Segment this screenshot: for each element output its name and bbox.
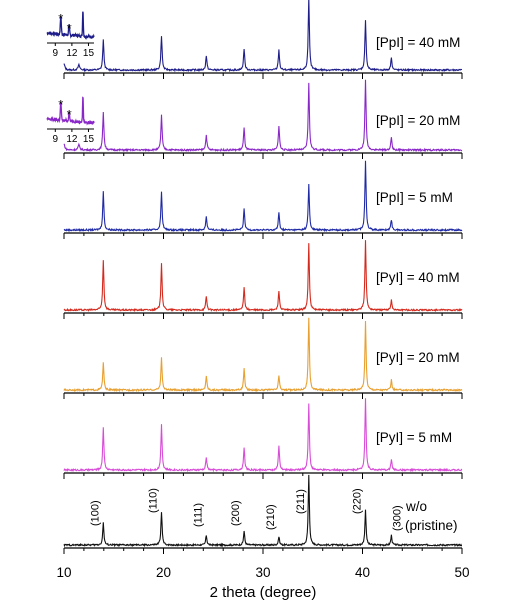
peak-label: (200) <box>230 500 242 526</box>
series-line <box>63 160 463 233</box>
series-panel: [PpI] = 5 mM <box>63 160 463 239</box>
inset-plot: 9 12 15 * * <box>46 11 95 59</box>
series-line <box>63 474 463 548</box>
x-axis-label: 2 theta (degree) <box>210 584 317 601</box>
series-panel: [PpI] = 20 mM <box>63 79 463 159</box>
series-line <box>63 398 463 473</box>
series-label: [PpI] = 40 mM <box>376 35 460 50</box>
inset-tick-label: 9 <box>53 48 59 59</box>
series-line <box>63 240 463 313</box>
inset-tick-label: 12 <box>66 134 78 145</box>
series-label: [PyI] = 5 mM <box>376 430 452 445</box>
inset-tick-label: 15 <box>83 48 95 59</box>
inset-line <box>46 11 95 41</box>
series-panel: [PyI] = 5 mM <box>63 398 463 479</box>
x-tick-label: 10 <box>56 565 71 580</box>
x-tick-label: 50 <box>454 565 469 580</box>
series-label: [PyI] = 20 mM <box>376 350 460 365</box>
series-label: [PpI] = 5 mM <box>376 190 453 205</box>
impurity-marker: * <box>67 107 72 122</box>
x-tick-label: 20 <box>156 565 171 580</box>
peak-label: (210) <box>265 504 277 530</box>
peak-label: (100) <box>89 500 101 526</box>
peak-label: (110) <box>148 488 160 513</box>
peak-label: (300) <box>391 505 403 531</box>
peak-labels: (100) (110) (111) (200) (210) (211) (220) (300) <box>89 488 403 531</box>
impurity-marker: * <box>58 97 63 112</box>
impurity-marker: * <box>58 11 63 26</box>
inset-tick-label: 12 <box>66 48 78 59</box>
series-panel: [PpI] = 40 mM <box>63 0 463 79</box>
peak-label: (220) <box>351 488 363 514</box>
impurity-marker: * <box>67 21 72 36</box>
series-label: [PyI] = 40 mM <box>376 270 460 285</box>
series-label: (pristine) <box>405 518 458 533</box>
inset-line <box>46 96 95 126</box>
inset-plot: 9 12 15 * * <box>46 96 95 145</box>
series-panel: w/o (pristine) <box>63 474 463 554</box>
inset-tick-label: 9 <box>53 134 59 145</box>
peak-label: (111) <box>192 503 204 527</box>
series-panel: [PyI] = 20 mM <box>63 317 463 399</box>
peak-label: (211) <box>295 489 307 514</box>
x-tick-label: 40 <box>355 565 370 580</box>
inset-tick-label: 15 <box>83 134 95 145</box>
x-tick-label: 30 <box>255 565 270 580</box>
series-label: w/o <box>405 499 427 514</box>
series-panel: [PyI] = 40 mM <box>63 240 463 319</box>
series-label: [PpI] = 20 mM <box>376 113 460 128</box>
series-line <box>63 79 463 153</box>
series-line <box>63 317 463 393</box>
series-line <box>63 0 463 73</box>
